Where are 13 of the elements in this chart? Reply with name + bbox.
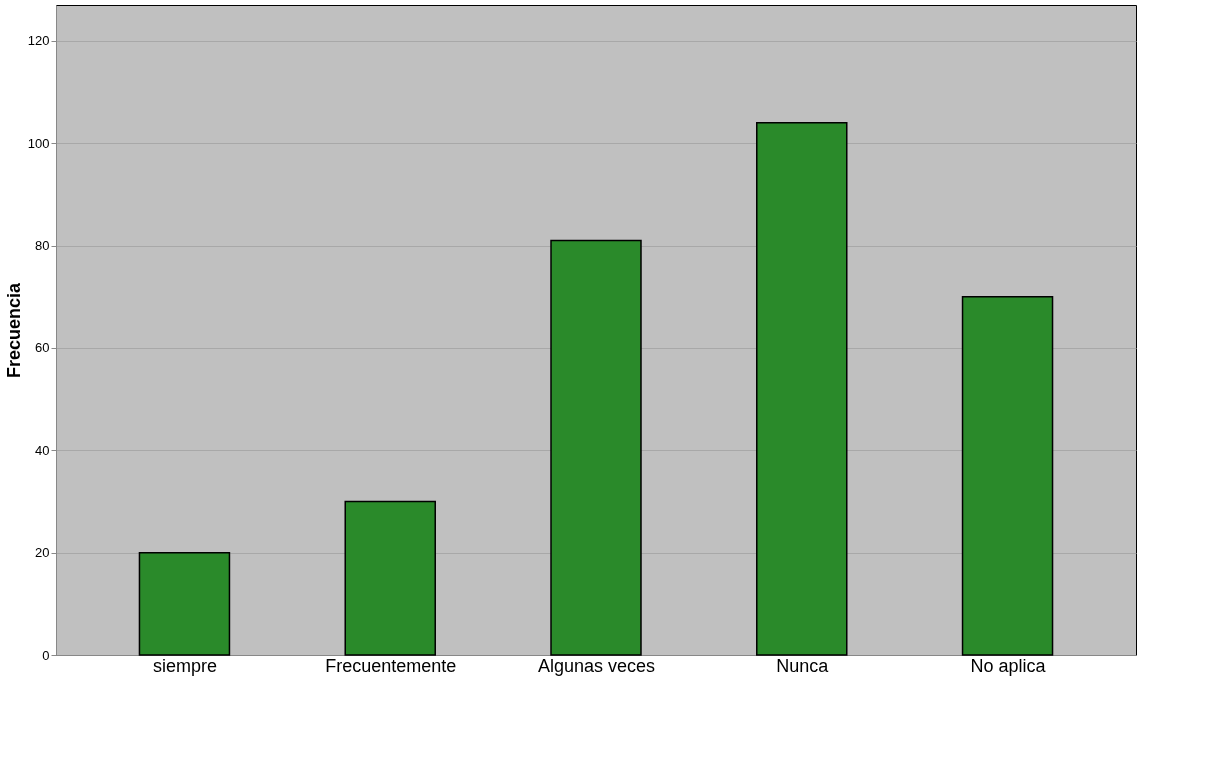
y-axis-title: Frecuencia: [3, 281, 24, 379]
x-tick-label: Frecuentemente: [325, 655, 457, 676]
x-tick-label: Algunas veces: [537, 655, 656, 676]
x-tick-label: siempre: [152, 655, 217, 676]
x-tick-label: No aplica: [970, 655, 1047, 676]
y-tick-label: 60: [35, 340, 50, 356]
x-tick-label: Nunca: [776, 655, 830, 676]
y-tick-label: 80: [35, 238, 50, 254]
y-tick-label: 100: [27, 135, 50, 151]
y-tick-label: 40: [35, 442, 50, 458]
y-tick-label: 0: [42, 647, 50, 663]
y-tick-label: 20: [35, 545, 50, 561]
y-tick-label: 120: [27, 33, 50, 49]
